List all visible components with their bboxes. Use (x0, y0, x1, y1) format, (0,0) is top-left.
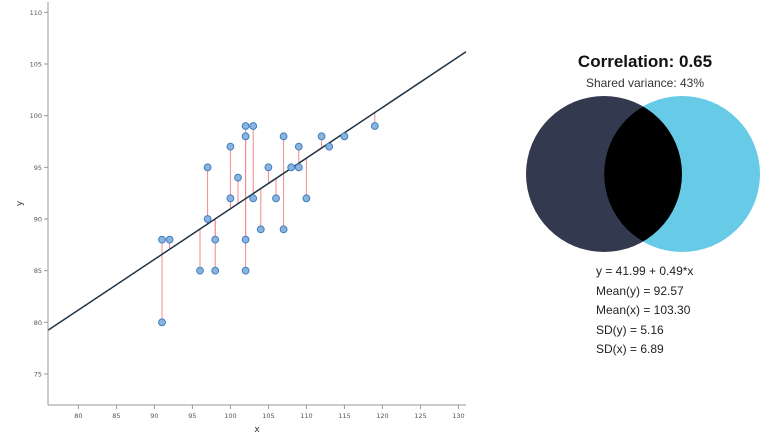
scatter-point (249, 122, 258, 130)
scatter-point (272, 194, 280, 203)
scatter-point (158, 235, 166, 244)
x-tick-label: 120 (376, 412, 388, 420)
y-tick-label: 90 (34, 216, 42, 224)
sd-x: SD(x) = 6.89 (596, 342, 664, 356)
y-axis-label: y (15, 200, 25, 206)
scatter-point (211, 266, 220, 275)
x-tick-label: 80 (74, 412, 82, 420)
x-tick-label: 90 (150, 412, 158, 420)
mean-x: Mean(x) = 103.30 (596, 303, 691, 317)
scatter-point (340, 132, 349, 141)
regression-line (47, 51, 467, 331)
y-tick-label: 100 (30, 112, 42, 120)
scatter-point (294, 142, 303, 151)
scatter-point (158, 318, 166, 327)
x-tick-label: 125 (414, 412, 426, 420)
venn-diagram (526, 96, 760, 252)
scatter-point (196, 266, 204, 275)
scatter-point (226, 194, 235, 203)
y-tick-label: 110 (30, 9, 42, 17)
scatter-point (226, 142, 235, 151)
scatter-point (211, 235, 220, 244)
shared-variance-label: Shared variance: 43% (585, 76, 705, 90)
scatter-plot: 80 85 90 95 100 105 110 115 120 125 130 75 80 85 90 95… (15, 2, 467, 435)
data-points (158, 122, 379, 327)
scatter-point (241, 235, 250, 244)
x-tick-label: 110 (300, 412, 312, 420)
scatter-point (241, 132, 250, 141)
scatter-point (249, 194, 258, 203)
stat-list: y = 41.99 + 0.49*x Mean(y) = 92.57 Mean(… (596, 262, 693, 360)
scatter-point (370, 122, 379, 130)
scatter-point (241, 122, 250, 130)
scatter-point (325, 142, 334, 151)
scatter-point (203, 163, 212, 172)
x-tick-label: 105 (262, 412, 274, 420)
scatter-point (317, 132, 326, 141)
scatter-point (287, 163, 296, 172)
scatter-point (165, 235, 174, 244)
x-tick-label: 85 (112, 412, 120, 420)
x-tick-label: 100 (224, 412, 236, 420)
scatter-point (203, 215, 212, 223)
regression-equation: y = 41.99 + 0.49*x (596, 264, 694, 278)
scatter-point (302, 194, 311, 203)
x-tick-label: 130 (452, 412, 464, 420)
scatter-point (294, 163, 303, 172)
scatter-point (279, 132, 288, 141)
y-tick-label: 80 (34, 319, 42, 327)
scatter-point (241, 266, 250, 275)
scatter-point (234, 173, 242, 182)
y-tick-label: 95 (34, 164, 42, 172)
scatter-point (256, 225, 265, 234)
scatter-point (264, 163, 273, 172)
mean-y: Mean(y) = 92.57 (596, 283, 684, 298)
x-tick-label: 95 (188, 412, 196, 420)
y-axis-ticks: 75 80 85 90 95 100 105 110 (30, 9, 48, 379)
y-tick-label: 75 (34, 371, 42, 379)
y-tick-label: 105 (30, 61, 42, 69)
y-tick-label: 85 (34, 267, 42, 275)
sd-y: SD(y) = 5.16 (596, 322, 664, 337)
x-axis-ticks: 80 85 90 95 100 105 110 115 120 125 130 (74, 405, 465, 420)
scatter-point (279, 225, 288, 234)
x-tick-label: 115 (338, 412, 350, 420)
venn-overlap (604, 96, 682, 252)
x-axis-label: x (254, 425, 260, 435)
residual-lines (161, 112, 376, 323)
correlation-title: Correlation: 0.65 (577, 52, 713, 71)
